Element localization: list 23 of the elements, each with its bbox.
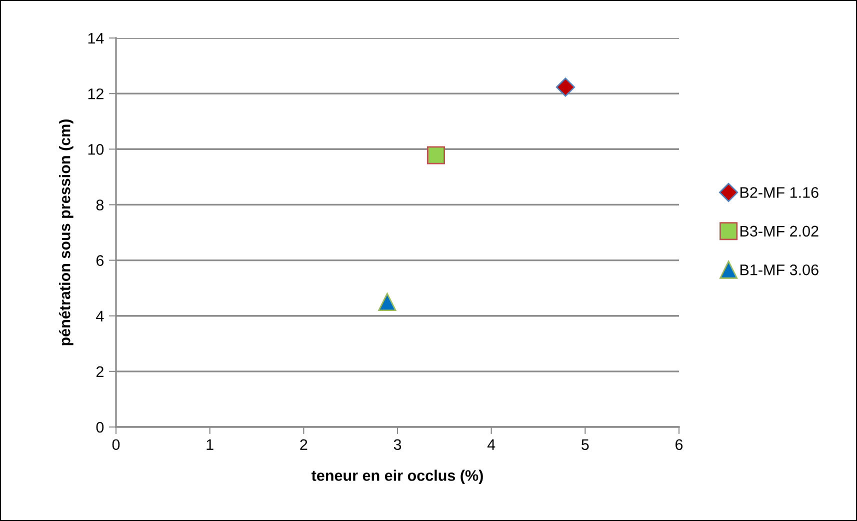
y-tick-label: 14 <box>88 33 104 44</box>
x-tick-label: 6 <box>676 439 683 450</box>
legend-label: B1-MF 3.06 <box>740 264 818 276</box>
x-tick-label: 4 <box>487 439 496 450</box>
y-tick-label: 6 <box>96 255 104 266</box>
x-tick-label: 5 <box>582 439 589 450</box>
x-tick-label: 1 <box>206 439 214 450</box>
legend-label: B3-MF 2.02 <box>740 226 818 237</box>
y-tick-label: 0 <box>96 422 104 433</box>
y-tick-label: 12 <box>88 88 104 100</box>
y-tick-label: 8 <box>96 200 104 210</box>
y-tick-label: 4 <box>96 310 104 322</box>
x-tick-label: 3 <box>394 439 402 450</box>
point <box>378 292 396 311</box>
y-tick-label: 10 <box>88 144 104 155</box>
point <box>426 146 445 164</box>
legend-label: B2-MF 1.16 <box>740 187 818 198</box>
x-tick-label: 0 <box>112 439 120 450</box>
x-tick-label: 2 <box>300 439 308 450</box>
x-axis-title: teneur en eir occlus (%) <box>312 470 483 484</box>
y-axis-title: pénétration sous pression (cm) <box>58 119 74 346</box>
point <box>556 78 575 97</box>
y-tick-label: 2 <box>96 366 104 377</box>
